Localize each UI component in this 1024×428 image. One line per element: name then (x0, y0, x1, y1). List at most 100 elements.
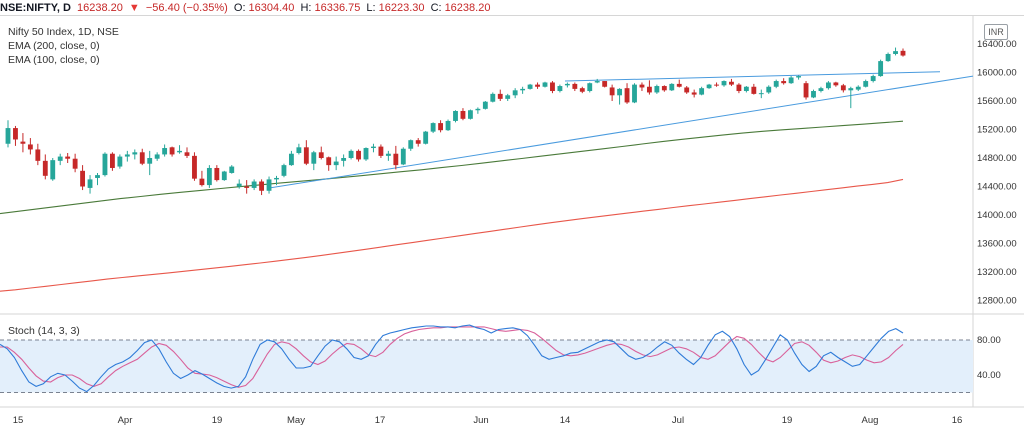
low-value: 16223.30 (378, 2, 425, 14)
candle-body (654, 86, 660, 93)
candle-body (236, 183, 242, 187)
candle (139, 148, 145, 166)
price-tick-label: 16400.00 (977, 39, 1017, 50)
candle (35, 143, 41, 166)
stoch-tick-label: 40.00 (977, 370, 1001, 381)
candle (430, 122, 436, 134)
candle (550, 81, 555, 94)
candle-body (885, 53, 891, 62)
candle (639, 82, 645, 92)
candle (900, 48, 906, 57)
candle-body (57, 156, 63, 161)
candle-body (296, 147, 302, 154)
candle-body (341, 158, 347, 161)
candle (520, 86, 526, 94)
candle-body (445, 120, 451, 131)
candle-body (348, 150, 354, 158)
candle (326, 156, 332, 171)
candle (199, 170, 205, 187)
candle (87, 175, 93, 194)
candle-body (169, 147, 175, 155)
time-tick-label: Jul (672, 415, 684, 426)
candle (781, 78, 787, 85)
candle (654, 84, 660, 94)
candle-body (400, 148, 406, 165)
candle (288, 150, 294, 166)
candle (490, 92, 496, 103)
candle (371, 143, 376, 153)
candle (863, 79, 869, 88)
ema100-legend[interactable]: EMA (100, close, 0) (8, 54, 100, 66)
candle (303, 140, 309, 166)
candle-body (788, 77, 794, 84)
candle (206, 165, 212, 188)
candle-body (35, 149, 41, 161)
candle-body (42, 160, 48, 176)
close-label: C: (430, 2, 442, 14)
candle-body (229, 166, 235, 173)
candle-body (661, 86, 667, 91)
candle-body (430, 123, 436, 132)
candle-body (467, 110, 473, 119)
candle-body (132, 152, 138, 155)
candle-body (609, 87, 615, 96)
candle-body (550, 82, 555, 92)
candle-body (781, 81, 787, 84)
candle-body (177, 150, 182, 153)
open-label: O: (233, 2, 246, 14)
candle (117, 154, 123, 169)
price-tick-label: 14400.00 (977, 182, 1017, 193)
stoch-legend[interactable]: Stoch (14, 3, 3) (8, 325, 80, 337)
candle-body (356, 150, 361, 160)
candle-body (318, 152, 324, 158)
candle (721, 80, 727, 87)
currency-badge[interactable]: INR (984, 24, 1008, 40)
ema200-legend[interactable]: EMA (200, close, 0) (8, 40, 100, 52)
candle-body (542, 82, 548, 87)
time-tick-label: 16 (952, 415, 963, 426)
price-tick-label: 13600.00 (977, 239, 1017, 250)
candle-body (758, 93, 764, 95)
candle (743, 86, 749, 93)
time-tick-label: 19 (782, 415, 793, 426)
candle-body (721, 81, 727, 86)
candle (438, 120, 444, 133)
candle-body (535, 84, 540, 87)
candle-body (438, 123, 444, 131)
high-value: 16336.75 (314, 2, 361, 14)
candle (393, 145, 399, 170)
candle-body (714, 84, 719, 86)
candle-body (796, 76, 802, 78)
low-label: L: (366, 2, 376, 14)
candle (803, 81, 809, 100)
series-title[interactable]: Nifty 50 Index, 1D, NSE (8, 26, 119, 38)
candle (885, 52, 891, 62)
candle (80, 165, 86, 191)
time-tick-label: Apr (118, 415, 133, 426)
price-tick-label: 15600.00 (977, 96, 1017, 107)
candle-body (199, 178, 205, 186)
open-value: 16304.40 (248, 2, 295, 14)
price-chart[interactable]: 16400.00 16000.00 15600.00 15200.00 14800.00… (0, 16, 1024, 428)
candle (445, 119, 451, 131)
candle-body (594, 81, 600, 83)
candle-body (50, 160, 56, 180)
candle (796, 75, 802, 80)
candle-body (378, 146, 384, 156)
price-tick-label: 15200.00 (977, 125, 1017, 136)
stoch-tick-label: 80.00 (977, 335, 1001, 346)
candle-body (184, 152, 190, 156)
candle-body (587, 83, 593, 92)
candle-body (557, 86, 563, 92)
candle-body (624, 88, 630, 103)
ema200-line (0, 178, 904, 292)
candle-body (676, 83, 682, 87)
candle (878, 59, 884, 77)
candle (109, 152, 115, 171)
candle (497, 89, 503, 101)
symbol-name[interactable]: NSE:NIFTY, D (0, 2, 71, 14)
candle-body (736, 84, 742, 92)
candle-body (393, 153, 399, 166)
time-tick-label: Aug (862, 415, 879, 426)
candle-body (564, 83, 570, 86)
